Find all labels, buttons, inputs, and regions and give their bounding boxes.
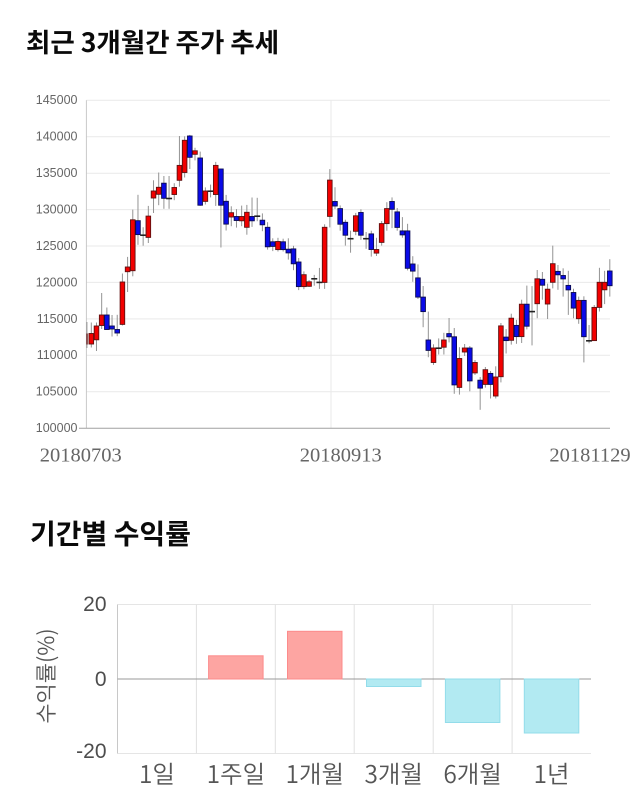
svg-text:125000: 125000 — [36, 239, 78, 253]
svg-text:20180913: 20180913 — [300, 445, 382, 467]
svg-text:140000: 140000 — [36, 130, 78, 144]
svg-text:100000: 100000 — [36, 421, 78, 435]
svg-text:145000: 145000 — [36, 93, 78, 107]
svg-text:20180703: 20180703 — [40, 445, 122, 467]
svg-text:0: 0 — [95, 668, 107, 691]
svg-text:-20: -20 — [76, 740, 106, 763]
svg-text:135000: 135000 — [36, 166, 78, 180]
svg-text:110000: 110000 — [37, 348, 78, 362]
svg-text:20181129: 20181129 — [549, 445, 630, 467]
svg-text:130000: 130000 — [36, 203, 78, 217]
svg-text:120000: 120000 — [36, 275, 78, 289]
svg-text:20: 20 — [83, 593, 106, 616]
svg-text:115000: 115000 — [37, 312, 78, 326]
svg-text:105000: 105000 — [36, 385, 78, 399]
